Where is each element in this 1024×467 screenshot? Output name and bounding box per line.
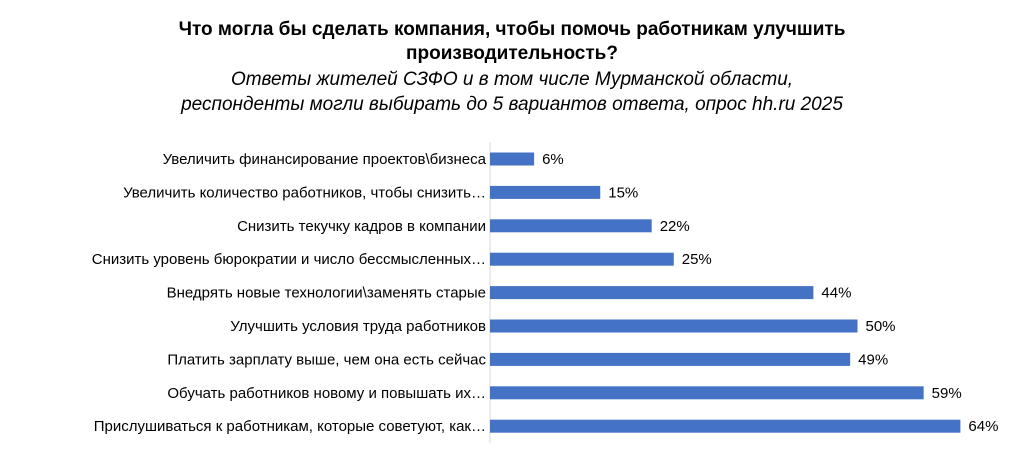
bar	[490, 185, 601, 199]
chart-title-line-1: Что могла бы сделать компания, чтобы пом…	[178, 19, 846, 40]
bar	[490, 286, 814, 300]
value-label: 44%	[821, 285, 851, 302]
category-label: Платить зарплату выше, чем она есть сейч…	[167, 351, 486, 368]
category-label: Снизить уровень бюрократии и число бессм…	[92, 251, 486, 268]
value-label: 49%	[858, 351, 888, 368]
bar	[490, 219, 652, 233]
bar	[490, 352, 851, 366]
category-label: Улучшить условия труда работников	[230, 318, 486, 335]
value-label: 25%	[682, 251, 712, 268]
chart-subtitle-line-2: респонденты могли выбирать до 5 варианто…	[181, 94, 843, 115]
value-label: 22%	[660, 218, 690, 235]
bar	[490, 319, 858, 333]
value-label: 64%	[968, 418, 998, 435]
bar	[490, 252, 674, 266]
chart-subtitle-line-1: Ответы жителей СЗФО и в том числе Мурман…	[230, 69, 794, 90]
chart-title-line-2: производительность?	[406, 43, 618, 64]
category-label: Снизить текучку кадров в компании	[237, 218, 486, 235]
value-label: 59%	[932, 385, 962, 402]
category-label: Обучать работников новому и повышать их…	[167, 385, 486, 402]
value-label: 15%	[608, 184, 638, 201]
category-label: Прислушиваться к работникам, которые сов…	[94, 418, 486, 435]
bar	[490, 386, 924, 400]
bar	[490, 419, 961, 433]
value-label: 6%	[542, 151, 564, 168]
category-label: Увеличить финансирование проектов\бизнес…	[163, 151, 487, 168]
value-label: 50%	[866, 318, 896, 335]
category-label: Увеличить количество работников, чтобы с…	[123, 184, 486, 201]
bar	[490, 152, 535, 166]
category-label: Внедрять новые технологии\заменять стары…	[167, 285, 486, 302]
